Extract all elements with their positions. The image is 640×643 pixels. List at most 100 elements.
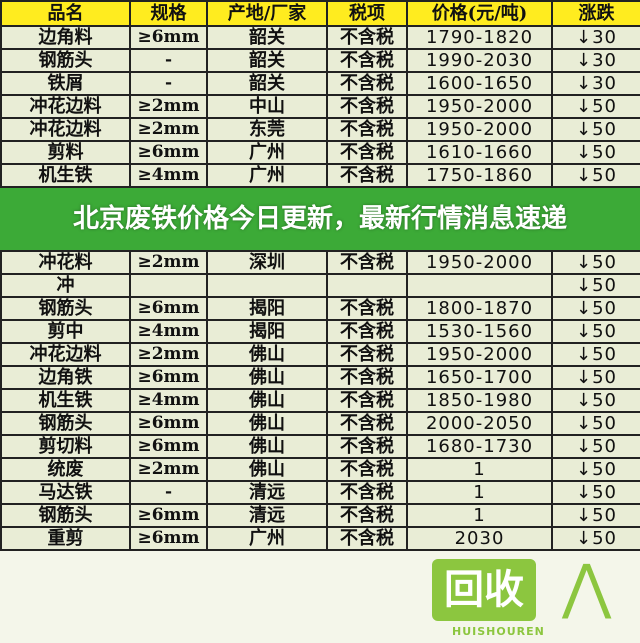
cell-change: ↓30 xyxy=(551,71,640,96)
cell-tax: 不含税 xyxy=(326,434,408,459)
cell-change: ↓50 xyxy=(551,388,640,413)
cell-change: ↓50 xyxy=(551,411,640,436)
cell-product-name: 冲花料 xyxy=(0,250,131,275)
cell-spec: ≥6mm xyxy=(129,365,208,390)
cell-change: ↓50 xyxy=(551,273,640,298)
cell-price: 1790-1820 xyxy=(406,25,553,50)
cell-price: 1950-2000 xyxy=(406,342,553,367)
cell-change: ↓50 xyxy=(551,319,640,344)
cell-change: ↓50 xyxy=(551,342,640,367)
cell-origin: 广州 xyxy=(206,163,328,188)
cell-price: 1600-1650 xyxy=(406,71,553,96)
table-row: 冲花边料 ≥2mm 佛山 不含税 1950-2000 ↓50 xyxy=(0,342,640,367)
table-row: 钢筋头 ≥6mm 佛山 不含税 2000-2050 ↓50 xyxy=(0,411,640,436)
article-title: 北京废铁价格今日更新，最新行情消息速递 xyxy=(72,204,567,234)
header-origin: 产地/厂家 xyxy=(206,0,328,27)
cell-price: 2000-2050 xyxy=(406,411,553,436)
cell-tax: 不含税 xyxy=(326,117,408,142)
scrap-price-table: 品名 规格 产地/厂家 税项 价格(元/吨) 涨跌 边角料 ≥6mm 韶关 不含税 1790-18… xyxy=(0,0,640,188)
cell-product-name: 马达铁 xyxy=(0,480,131,505)
cell-origin xyxy=(206,273,328,298)
cell-change: ↓50 xyxy=(551,503,640,528)
cell-tax: 不含税 xyxy=(326,25,408,50)
cell-spec: ≥2mm xyxy=(129,94,208,119)
cell-price: 1850-1980 xyxy=(406,388,553,413)
cell-change: ↓50 xyxy=(551,140,640,165)
cell-origin: 中山 xyxy=(206,94,328,119)
cell-origin: 佛山 xyxy=(206,365,328,390)
cell-origin: 广州 xyxy=(206,140,328,165)
cell-price: 1610-1660 xyxy=(406,140,553,165)
cell-tax: 不含税 xyxy=(326,526,408,551)
cell-price: 1530-1560 xyxy=(406,319,553,344)
cell-spec: ≥6mm xyxy=(129,434,208,459)
table-row: 统废 ≥2mm 佛山 不含税 1 ↓50 xyxy=(0,457,640,482)
cell-origin: 揭阳 xyxy=(206,319,328,344)
cell-spec: ≥2mm xyxy=(129,250,208,275)
cell-tax: 不含税 xyxy=(326,365,408,390)
table-row: 铁屑 - 韶关 不含税 1600-1650 ↓30 xyxy=(0,71,640,96)
table-row: 冲 ↓50 xyxy=(0,273,640,298)
table-row: 机生铁 ≥4mm 广州 不含税 1750-1860 ↓50 xyxy=(0,163,640,188)
cell-origin: 佛山 xyxy=(206,342,328,367)
cell-spec: ≥2mm xyxy=(129,342,208,367)
cell-tax: 不含税 xyxy=(326,94,408,119)
cell-tax: 不含税 xyxy=(326,48,408,73)
cell-tax: 不含税 xyxy=(326,503,408,528)
logo-person-icon: ⋀ xyxy=(562,552,612,622)
cell-origin: 清远 xyxy=(206,480,328,505)
header-change: 涨跌 xyxy=(551,0,640,27)
cell-change: ↓50 xyxy=(551,94,640,119)
table-row: 冲花边料 ≥2mm 中山 不含税 1950-2000 ↓50 xyxy=(0,94,640,119)
header-product-name: 品名 xyxy=(0,0,131,27)
cell-change: ↓50 xyxy=(551,434,640,459)
cell-product-name: 冲 xyxy=(0,273,131,298)
cell-tax: 不含税 xyxy=(326,250,408,275)
table-row: 边角铁 ≥6mm 佛山 不含税 1650-1700 ↓50 xyxy=(0,365,640,390)
cell-spec xyxy=(129,273,208,298)
cell-change: ↓30 xyxy=(551,48,640,73)
cell-price: 1 xyxy=(406,503,553,528)
cell-product-name: 机生铁 xyxy=(0,388,131,413)
cell-origin: 韶关 xyxy=(206,25,328,50)
cell-product-name: 冲花边料 xyxy=(0,342,131,367)
header-price: 价格(元/吨) xyxy=(406,0,553,27)
cell-product-name: 剪切料 xyxy=(0,434,131,459)
cell-origin: 揭阳 xyxy=(206,296,328,321)
cell-origin: 佛山 xyxy=(206,457,328,482)
cell-product-name: 铁屑 xyxy=(0,71,131,96)
cell-tax: 不含税 xyxy=(326,319,408,344)
table-row: 重剪 ≥6mm 广州 不含税 2030 ↓50 xyxy=(0,526,640,551)
cell-price xyxy=(406,273,553,298)
cell-tax: 不含税 xyxy=(326,480,408,505)
table-row: 机生铁 ≥4mm 佛山 不含税 1850-1980 ↓50 xyxy=(0,388,640,413)
cell-product-name: 钢筋头 xyxy=(0,411,131,436)
cell-price: 1950-2000 xyxy=(406,117,553,142)
cell-change: ↓50 xyxy=(551,163,640,188)
cell-product-name: 钢筋头 xyxy=(0,48,131,73)
cell-product-name: 机生铁 xyxy=(0,163,131,188)
cell-product-name: 钢筋头 xyxy=(0,296,131,321)
cell-price: 1750-1860 xyxy=(406,163,553,188)
cell-change: ↓50 xyxy=(551,365,640,390)
cell-tax: 不含税 xyxy=(326,388,408,413)
cell-tax: 不含税 xyxy=(326,411,408,436)
table-row: 钢筋头 - 韶关 不含税 1990-2030 ↓30 xyxy=(0,48,640,73)
cell-price: 1950-2000 xyxy=(406,250,553,275)
cell-spec: ≥6mm xyxy=(129,140,208,165)
cell-origin: 韶关 xyxy=(206,48,328,73)
header-tax: 税项 xyxy=(326,0,408,27)
cell-change: ↓50 xyxy=(551,526,640,551)
table-row: 马达铁 - 清远 不含税 1 ↓50 xyxy=(0,480,640,505)
cell-spec: ≥6mm xyxy=(129,296,208,321)
cell-origin: 佛山 xyxy=(206,388,328,413)
cell-spec: ≥2mm xyxy=(129,117,208,142)
cell-change: ↓30 xyxy=(551,25,640,50)
cell-price: 1800-1870 xyxy=(406,296,553,321)
cell-spec: ≥6mm xyxy=(129,526,208,551)
cell-tax: 不含税 xyxy=(326,71,408,96)
cell-spec: ≥4mm xyxy=(129,319,208,344)
cell-origin: 东莞 xyxy=(206,117,328,142)
cell-product-name: 边角铁 xyxy=(0,365,131,390)
cell-spec: ≥6mm xyxy=(129,411,208,436)
